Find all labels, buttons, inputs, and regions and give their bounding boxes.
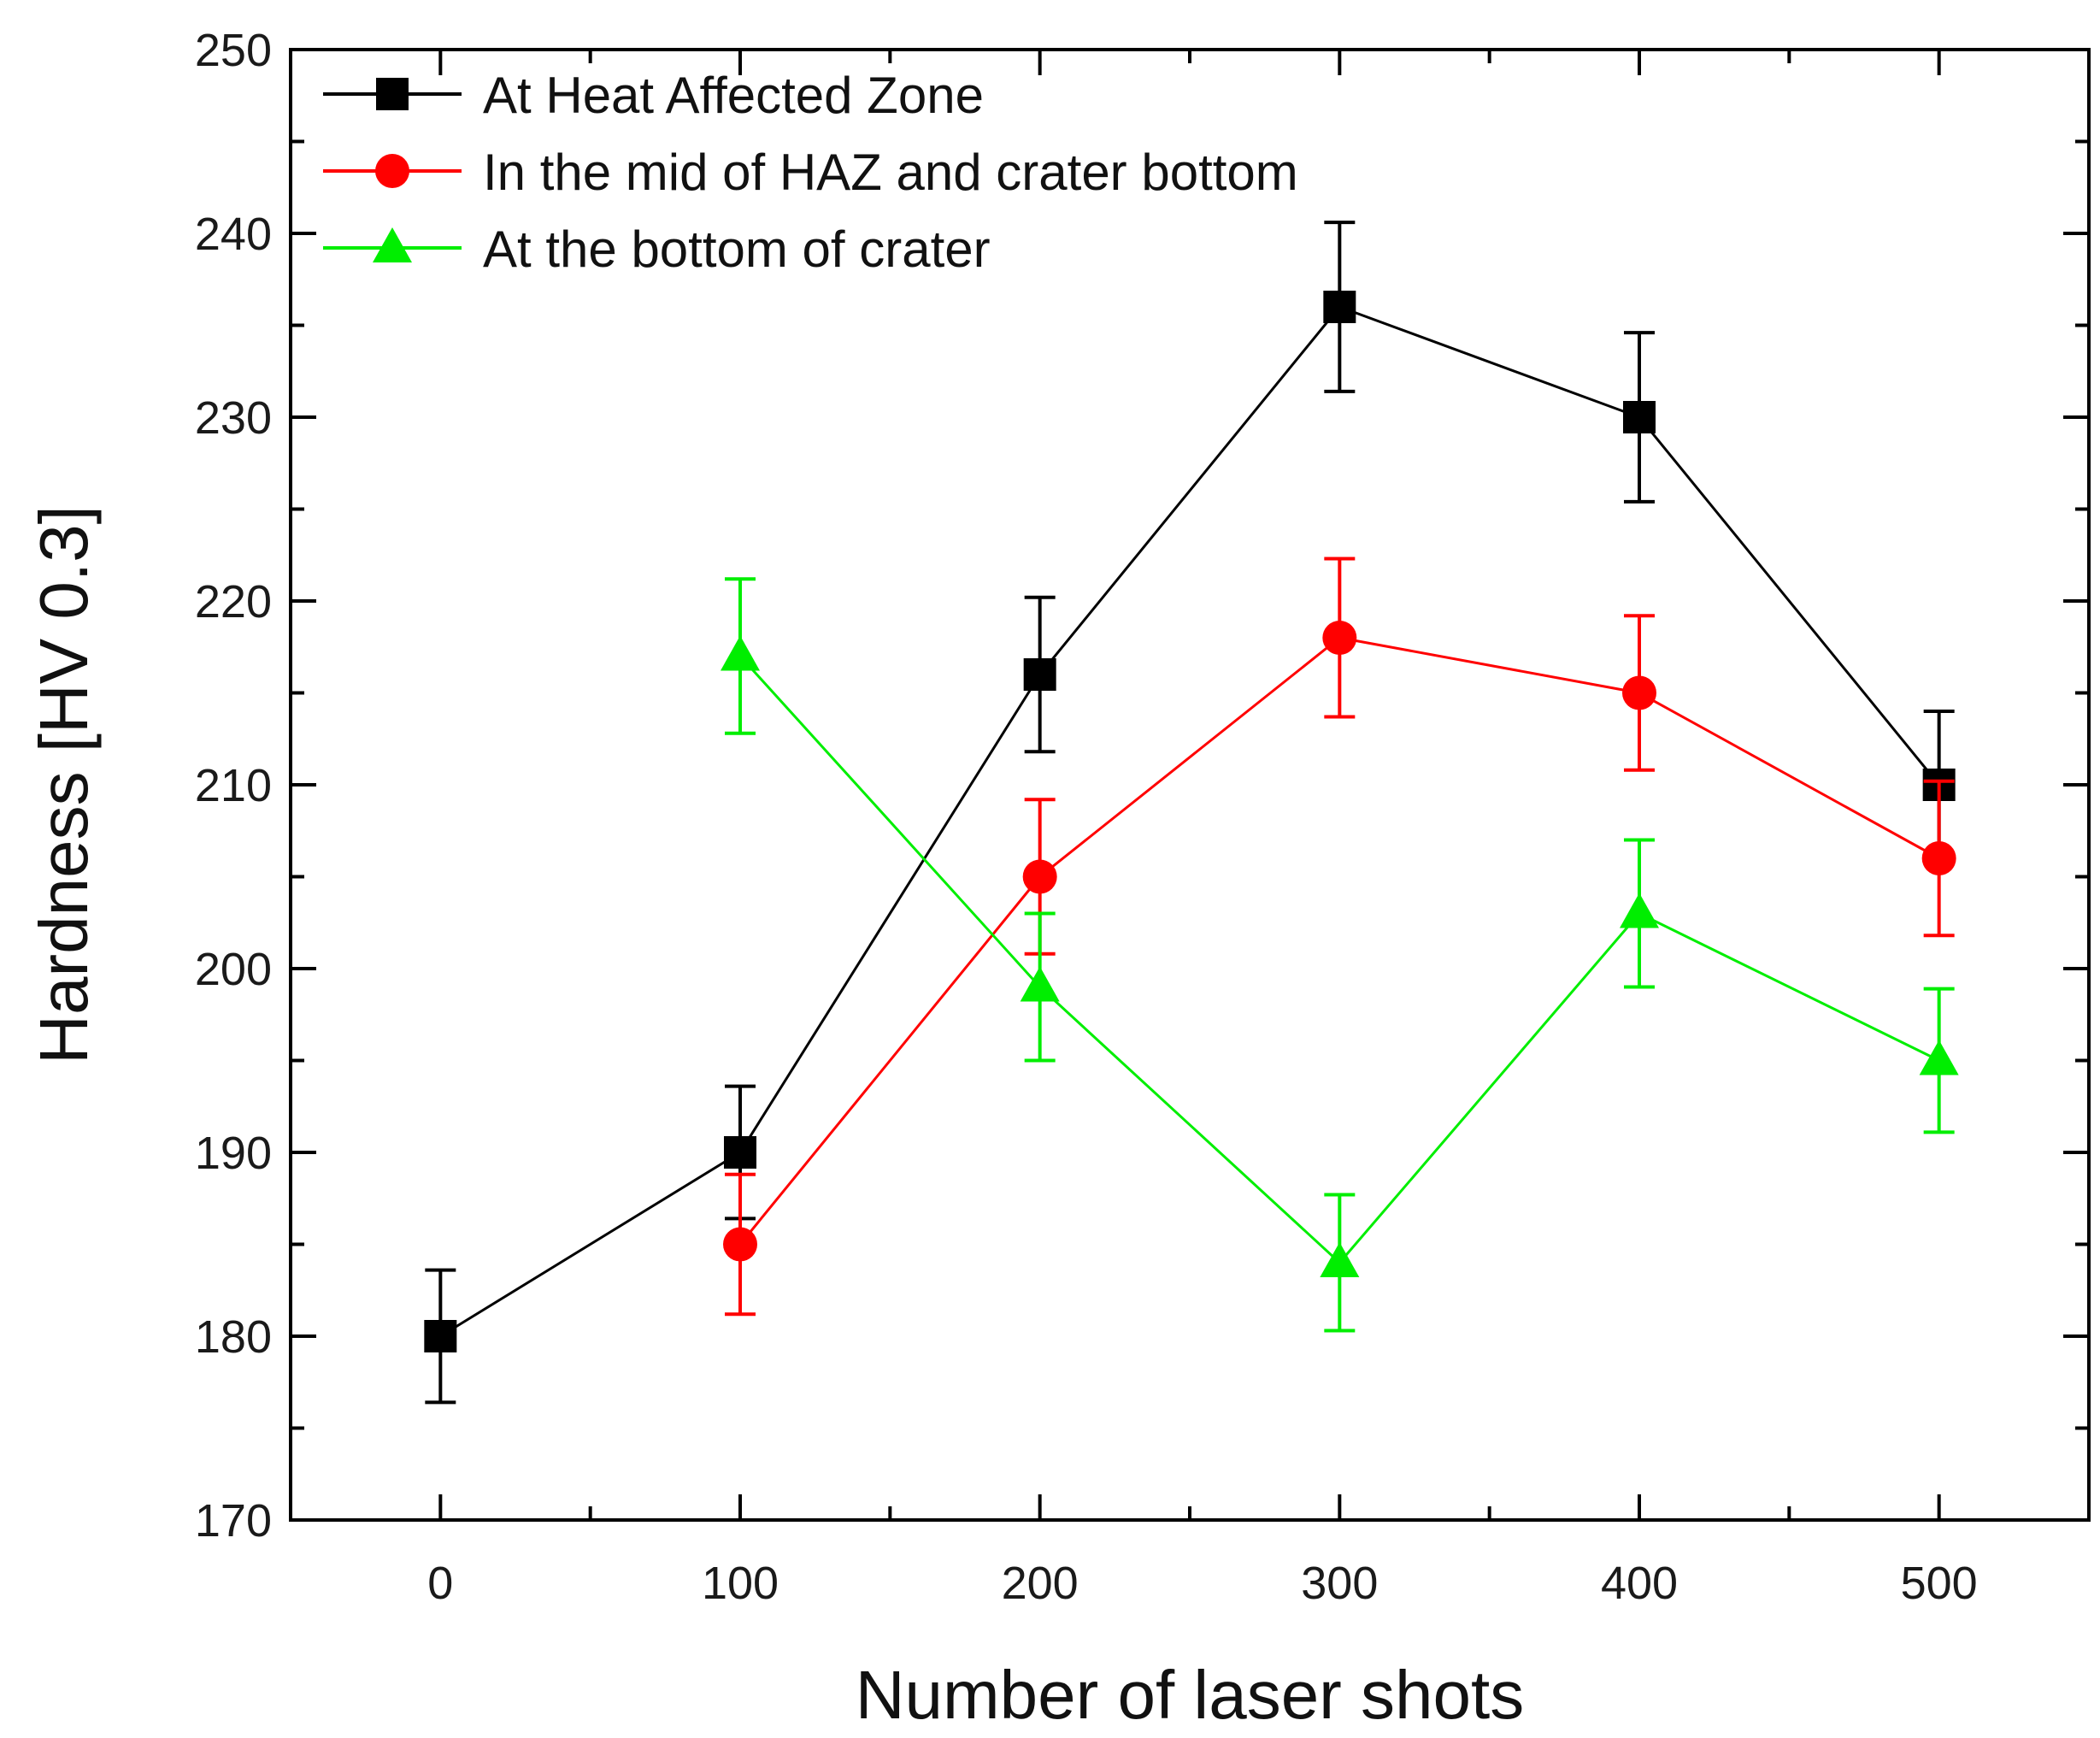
ticks-layer: 0 100 200 300 400 500 170 180 190 200 210 220 230 240… (195, 25, 2091, 1609)
legend-item-0: At Heat Affected Zone (323, 67, 984, 124)
data-point (424, 1320, 457, 1352)
data-point (1323, 291, 1356, 323)
legend-marker (375, 154, 409, 188)
y-tick-label: 200 (195, 944, 272, 995)
x-tick-label: 100 (702, 1558, 779, 1609)
legend-label: In the mid of HAZ and crater bottom (483, 144, 1298, 201)
legend-item-1: In the mid of HAZ and crater bottom (323, 144, 1298, 201)
series-2 (721, 577, 1959, 1333)
series-layer (424, 221, 1959, 1405)
data-point (1623, 401, 1656, 433)
legend: At Heat Affected Zone In the mid of HAZ a… (323, 67, 1298, 278)
y-tick-label: 180 (195, 1311, 272, 1363)
y-axis-title: Hardness [HV 0.3] (26, 505, 102, 1064)
x-tick-label: 500 (1901, 1558, 1978, 1609)
data-point (1022, 859, 1057, 894)
data-point (1921, 841, 1956, 875)
data-point (1622, 675, 1656, 710)
data-point (1322, 621, 1357, 655)
series-1 (723, 557, 1956, 1317)
legend-label: At Heat Affected Zone (483, 67, 984, 124)
y-tick-label: 230 (195, 392, 272, 444)
legend-marker (373, 227, 412, 262)
x-tick-label: 200 (1002, 1558, 1079, 1609)
data-point (1020, 966, 1060, 1002)
data-point (1023, 658, 1056, 691)
x-tick-label: 400 (1601, 1558, 1678, 1609)
y-tick-label: 220 (195, 576, 272, 627)
data-point (1320, 1242, 1360, 1277)
x-tick-label: 300 (1301, 1558, 1378, 1609)
data-point (721, 635, 760, 671)
data-point (1620, 893, 1659, 928)
x-tick-label: 0 (427, 1558, 453, 1609)
plot-frame (289, 48, 2091, 1522)
legend-item-2: At the bottom of crater (323, 221, 991, 278)
y-tick-label: 250 (195, 25, 272, 76)
y-tick-label: 240 (195, 209, 272, 260)
series-line (439, 305, 1940, 1338)
legend-marker (376, 78, 409, 110)
data-point (723, 1227, 757, 1262)
x-axis-title: Number of laser shots (856, 1657, 1525, 1733)
data-point (724, 1136, 756, 1169)
y-tick-label: 210 (195, 760, 272, 811)
data-point (1919, 1040, 1959, 1075)
legend-label: At the bottom of crater (483, 221, 991, 278)
y-tick-label: 170 (195, 1495, 272, 1547)
y-tick-label: 190 (195, 1128, 272, 1179)
